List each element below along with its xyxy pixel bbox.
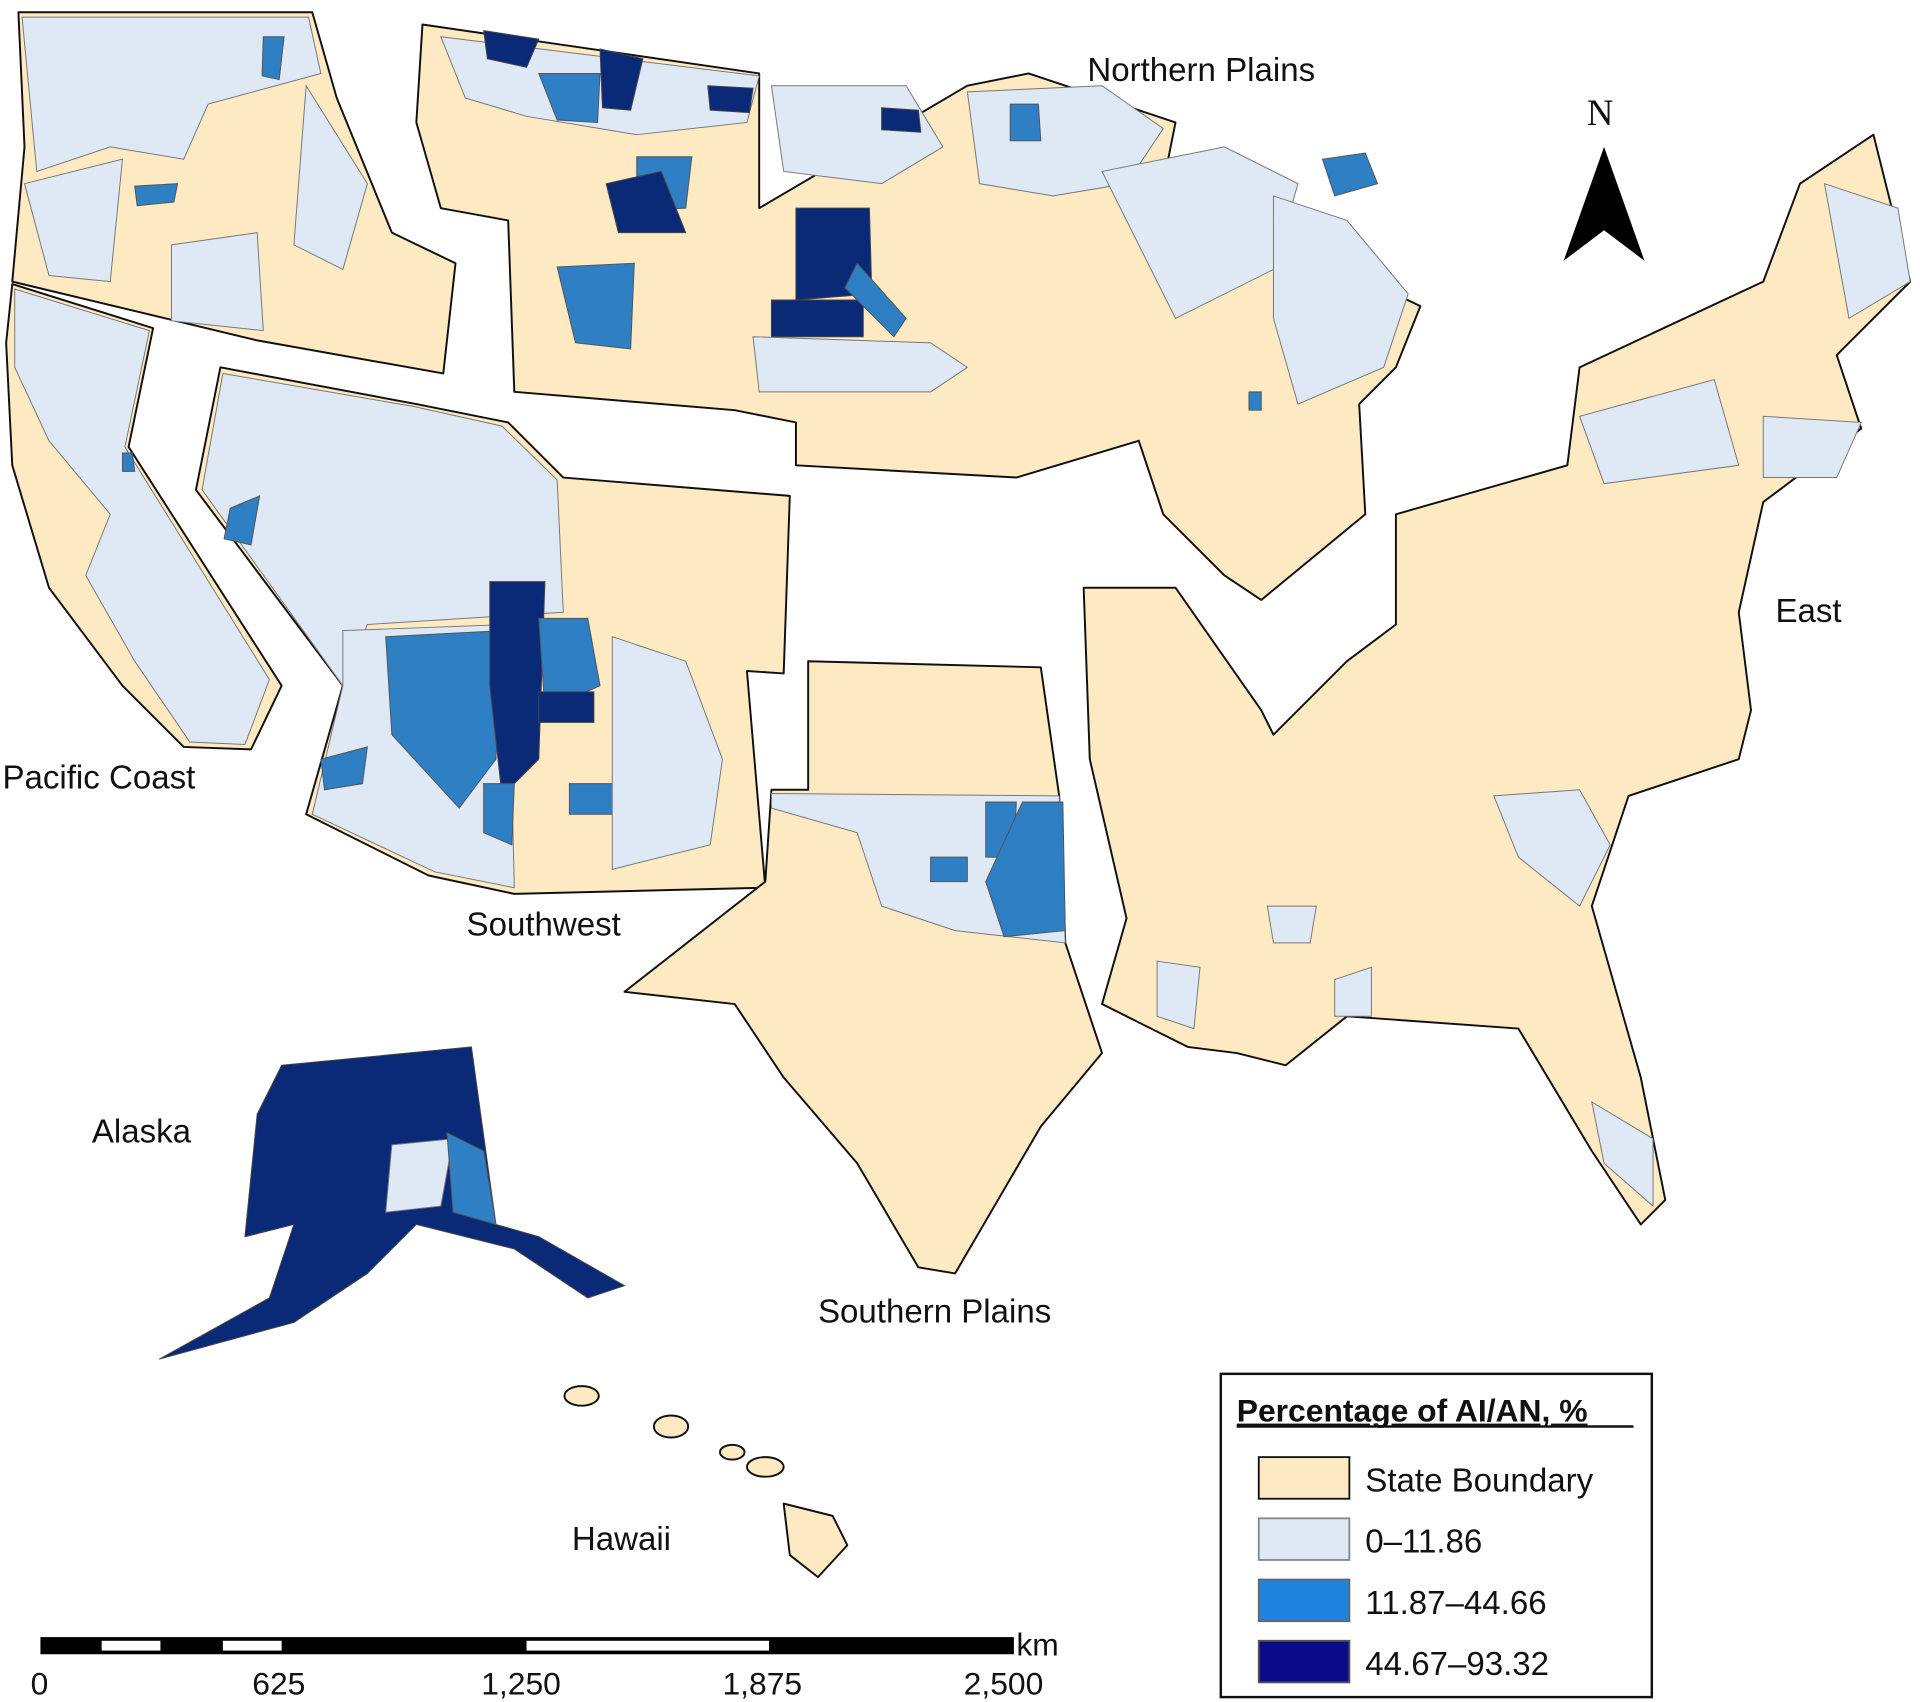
legend-label-low: 0–11.86: [1365, 1524, 1482, 1561]
scale-tick: 0: [31, 1666, 49, 1702]
region-east: [1082, 133, 1912, 1226]
legend-swatch-state: [1257, 1456, 1351, 1500]
label-east: East: [1775, 593, 1841, 630]
legend-swatch-high: [1257, 1639, 1351, 1684]
legend-label-state: State Boundary: [1365, 1462, 1593, 1499]
label-southwest: Southwest: [467, 906, 621, 943]
north-arrow-icon: N: [1563, 92, 1645, 261]
scale-tick: 1,250: [481, 1666, 561, 1702]
legend-label-mid: 11.87–44.66: [1365, 1585, 1546, 1622]
label-pacific-coast: Pacific Coast: [2, 760, 195, 797]
scale-tick: 625: [252, 1666, 305, 1702]
region-pacific-coast: [5, 11, 457, 751]
svg-text:N: N: [1587, 92, 1614, 133]
legend-label-high: 44.67–93.32: [1365, 1646, 1549, 1683]
region-northern-plains: [415, 23, 1422, 601]
scale-bar: km 0 625 1,250 1,875 2,500: [31, 1626, 1059, 1701]
region-alaska: [158, 1046, 626, 1360]
legend-title: Percentage of AI/AN, %: [1237, 1393, 1588, 1429]
label-southern-plains: Southern Plains: [818, 1293, 1051, 1330]
scale-unit: km: [1016, 1626, 1058, 1662]
scale-tick: 1,875: [722, 1666, 802, 1702]
legend-swatch-low: [1257, 1517, 1351, 1561]
scale-tick: 2,500: [964, 1666, 1044, 1702]
region-southwest: [194, 366, 791, 895]
label-hawaii: Hawaii: [572, 1521, 671, 1558]
label-northern-plains: Northern Plains: [1087, 52, 1315, 89]
region-southern-plains: [623, 660, 1104, 1275]
region-hawaii: [563, 1385, 849, 1579]
legend-swatch-mid: [1257, 1578, 1351, 1623]
label-alaska: Alaska: [92, 1113, 192, 1150]
legend: Percentage of AI/AN, % State Boundary 0–…: [1219, 1372, 1654, 1699]
